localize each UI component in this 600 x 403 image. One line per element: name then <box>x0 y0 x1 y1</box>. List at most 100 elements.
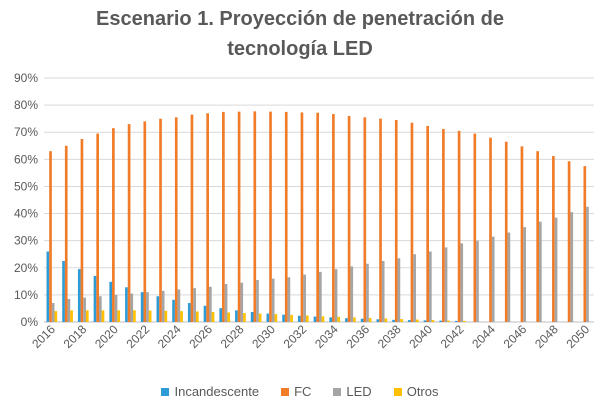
bar-fc <box>269 111 272 323</box>
bar-incandescente <box>140 292 144 322</box>
bar-fc <box>332 114 335 323</box>
y-tick-label: 50% <box>14 179 38 193</box>
bar-otros <box>290 314 293 322</box>
bar-fc <box>112 128 115 322</box>
y-tick-label: 10% <box>14 288 38 302</box>
bar-otros <box>101 310 105 322</box>
bar-fc <box>347 115 351 322</box>
bar-fc <box>96 133 99 322</box>
bar-otros <box>117 310 121 322</box>
y-tick-label: 40% <box>14 207 38 221</box>
legend: Incandescente FC LED Otros <box>0 384 600 399</box>
bar-led <box>146 292 149 322</box>
legend-swatch <box>333 387 342 396</box>
bar-incandescente <box>187 303 191 322</box>
bar-fc <box>253 111 257 322</box>
bar-led <box>303 274 306 322</box>
x-tick-label: 2046 <box>501 322 530 351</box>
bar-incandescente <box>282 314 285 322</box>
y-tick-label: 80% <box>14 98 38 112</box>
bar-led <box>523 227 526 322</box>
bar-incandescente <box>77 269 81 322</box>
bar-fc <box>567 161 571 322</box>
legend-label: Otros <box>406 384 439 399</box>
bar-led <box>177 289 181 322</box>
bar-incandescente <box>376 319 380 322</box>
bar-led <box>67 298 71 322</box>
bar-otros <box>447 320 451 322</box>
bar-incandescente <box>46 251 50 322</box>
legend-swatch <box>281 387 290 396</box>
bar-fc <box>127 124 131 322</box>
bar-led <box>51 303 55 322</box>
bar-incandescente <box>266 313 270 322</box>
bar-led <box>491 236 495 322</box>
chart-title: Escenario 1. Proyección de penetración d… <box>0 4 600 64</box>
bar-incandescente <box>345 318 348 322</box>
y-tick-label: 30% <box>14 234 38 248</box>
bar-fc <box>457 130 461 322</box>
bar-incandescente <box>250 311 254 322</box>
bar-incandescente <box>156 296 160 322</box>
bar-otros <box>305 315 309 322</box>
bar-led <box>413 254 416 322</box>
bar-fc <box>394 120 398 323</box>
bar-fc <box>190 114 194 322</box>
x-tick-label: 2034 <box>312 322 341 351</box>
chart-title-line-1: Escenario 1. Proyección de penetración d… <box>96 8 504 30</box>
bar-led <box>209 286 212 322</box>
bar-otros <box>415 319 419 322</box>
y-tick-label: 0% <box>21 315 39 329</box>
legend-label: LED <box>346 384 372 399</box>
bar-incandescente <box>455 320 458 322</box>
x-tick-label: 2026 <box>186 322 215 351</box>
bar-incandescente <box>360 318 364 322</box>
bar-led <box>507 232 511 322</box>
bar-led <box>397 258 401 322</box>
legend-label: Incandescente <box>174 384 260 399</box>
legend-item: Otros <box>393 384 439 399</box>
x-tick-label: 2048 <box>532 322 561 351</box>
bar-otros <box>148 310 152 322</box>
bar-led <box>539 221 542 322</box>
x-tick-label: 2020 <box>92 322 121 351</box>
legend-swatch <box>161 387 170 396</box>
bar-otros <box>431 320 435 322</box>
x-tick-label: 2022 <box>123 322 152 351</box>
bar-led <box>99 296 102 322</box>
legend-item: Incandescente <box>161 384 259 399</box>
bar-fc <box>489 137 492 322</box>
bar-otros <box>368 317 372 322</box>
y-tick-label: 90% <box>14 71 38 85</box>
legend-item: FC <box>281 384 311 399</box>
x-tick-label: 2030 <box>249 322 278 351</box>
legend-item: LED <box>333 384 372 399</box>
bar-fc <box>80 139 84 322</box>
bar-otros <box>463 320 466 322</box>
bar-fc <box>410 122 414 322</box>
x-tick-label: 2024 <box>155 322 184 351</box>
bar-otros <box>54 311 58 322</box>
bar-otros <box>337 316 341 322</box>
bar-fc <box>426 125 429 322</box>
bar-led <box>381 261 385 322</box>
bar-led <box>586 206 589 322</box>
bar-fc <box>64 145 68 322</box>
legend-swatch <box>393 387 402 396</box>
x-tick-label: 2044 <box>469 322 498 351</box>
bar-led <box>554 217 558 322</box>
bar-fc <box>316 112 319 322</box>
x-tick-label: 2032 <box>281 322 310 351</box>
bar-incandescente <box>329 317 333 322</box>
bar-fc <box>237 111 241 323</box>
y-tick-label: 20% <box>14 261 38 275</box>
bar-incandescente <box>62 261 65 322</box>
bar-fc <box>583 166 587 322</box>
bar-fc <box>143 121 147 322</box>
bar-led <box>366 263 369 322</box>
x-tick-label: 2050 <box>563 322 592 351</box>
bar-led <box>114 294 118 322</box>
x-tick-label: 2036 <box>343 322 372 351</box>
bar-incandescente <box>125 287 128 322</box>
legend-label: FC <box>294 384 312 399</box>
